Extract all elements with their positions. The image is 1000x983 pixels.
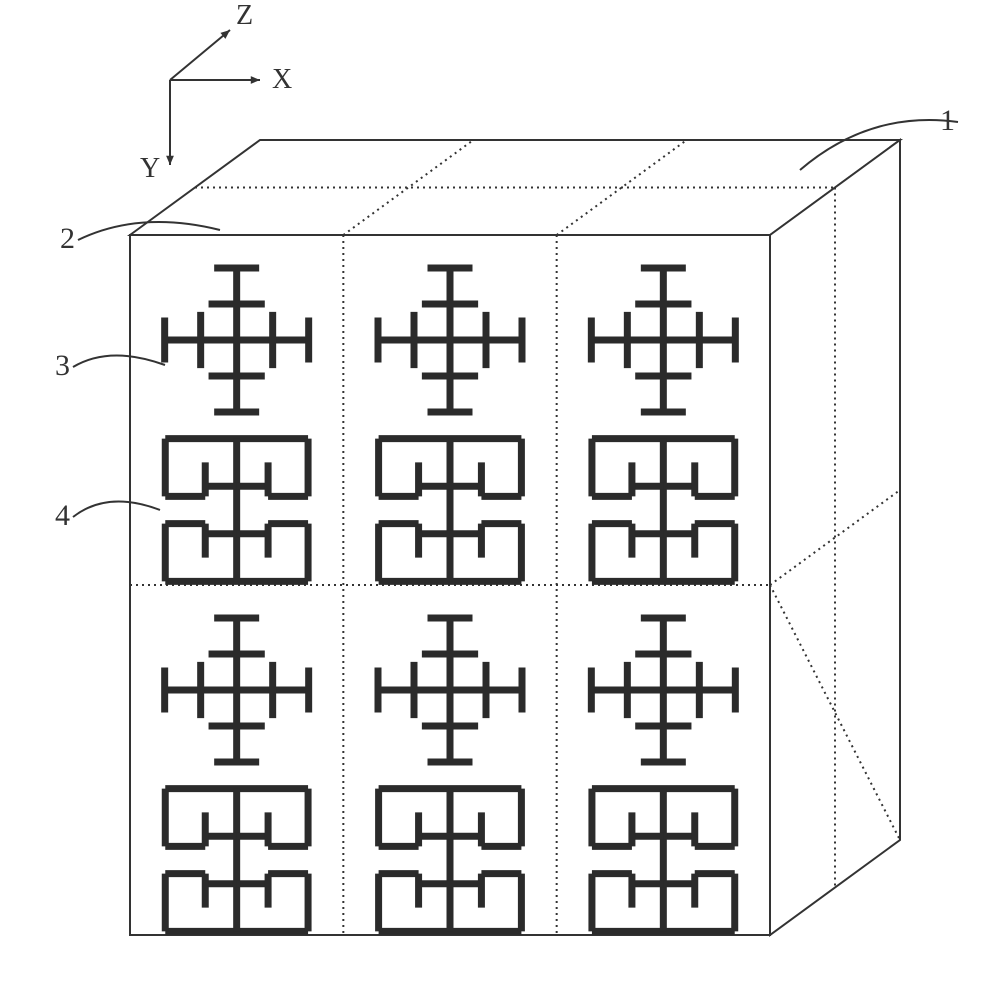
axis-label-X: X bbox=[272, 64, 292, 95]
axis-label-Y: Y bbox=[140, 153, 160, 184]
callout-4: 4 bbox=[55, 499, 70, 532]
callout-2: 2 bbox=[60, 222, 75, 255]
axis-label-Z: Z bbox=[236, 0, 253, 31]
callout-1: 1 bbox=[940, 104, 955, 137]
callout-3: 3 bbox=[55, 349, 70, 382]
cube bbox=[130, 140, 900, 935]
